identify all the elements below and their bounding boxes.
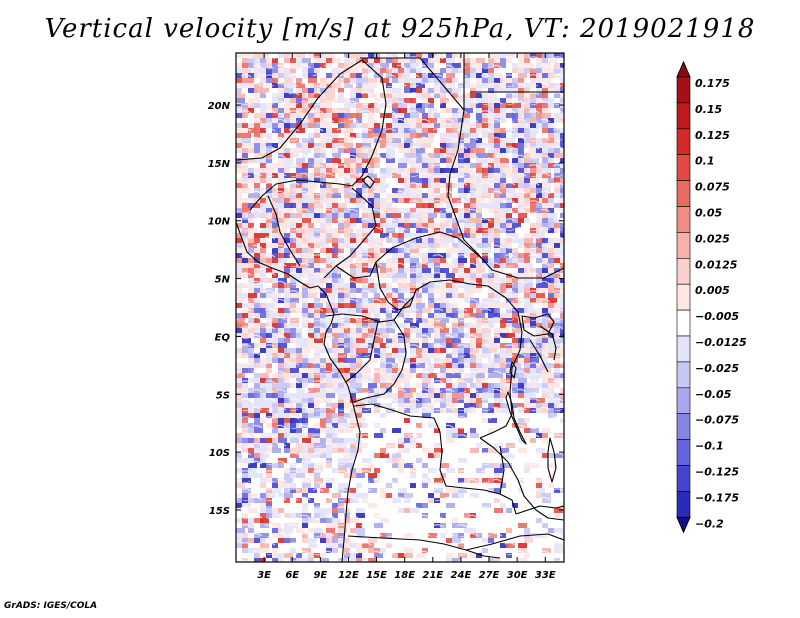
colorbar-label: 0.0125 <box>695 258 738 271</box>
y-tick-label: 15N <box>208 159 231 170</box>
y-tick-label: 10S <box>209 448 230 459</box>
y-tick-label: EQ <box>215 332 231 343</box>
colorbar-label: 0.1 <box>695 155 715 168</box>
colorbar-swatch <box>676 102 691 130</box>
colorbar-label: −0.2 <box>695 517 724 530</box>
country-borders <box>236 53 564 562</box>
coastline-west-africa <box>236 221 361 562</box>
border-congo <box>325 295 415 403</box>
colorbar-swatch <box>676 76 691 104</box>
x-tick-label: 27E <box>479 570 500 581</box>
x-tick-label: 3E <box>257 570 271 581</box>
colorbar-label: −0.1 <box>695 440 724 453</box>
colorbar-label: 0.125 <box>695 129 730 142</box>
colorbar-label: −0.125 <box>695 466 739 479</box>
colorbar-label: 0.025 <box>695 232 730 245</box>
colorbar-swatch <box>676 491 691 518</box>
colorbar-swatch <box>676 413 691 440</box>
colorbar-swatch <box>676 309 691 337</box>
x-tick-label: 9E <box>313 570 327 581</box>
colorbar-swatch <box>676 439 691 466</box>
colorbar-swatch <box>676 283 691 311</box>
colorbar-max-arrow <box>676 60 691 78</box>
x-tick-label: 18E <box>394 570 415 581</box>
map-plot-area: 3E 6E 9E 12E 15E 18E 21E 24E 27E 30E 33E 20N 15N 10N… <box>208 52 565 581</box>
grads-credit: GrADS: IGES/COLA <box>4 601 98 611</box>
chart-title: Vertical velocity [m/s] at 925hPa, VT: 2… <box>44 14 756 44</box>
colorbar-label: −0.05 <box>695 388 732 401</box>
border-sahel <box>236 59 387 211</box>
colorbar-label: −0.005 <box>695 310 739 323</box>
colorbar-swatch <box>676 257 691 285</box>
colorbar-label: 0.05 <box>695 207 722 220</box>
lake-chad <box>361 175 375 189</box>
colorbar-swatch <box>676 361 691 389</box>
colorbar-label: −0.025 <box>695 362 739 375</box>
border-libya <box>463 53 564 110</box>
y-tick-label: 15S <box>209 506 230 517</box>
y-tick-label: 10N <box>208 217 231 228</box>
colorbar-swatch <box>676 232 691 259</box>
colorbar-swatch <box>676 335 691 363</box>
y-axis: 20N 15N 10N 5N EQ 5S 10S 15S <box>208 101 564 517</box>
lake-kivu <box>509 361 517 379</box>
x-axis: 3E 6E 9E 12E 15E 18E 21E 24E 27E 30E 33E <box>257 53 556 581</box>
y-tick-label: 20N <box>208 101 231 112</box>
border-cameroon-car <box>335 231 489 311</box>
colorbar-min-arrow <box>676 516 691 534</box>
x-tick-label: 30E <box>507 570 528 581</box>
y-tick-label: 5S <box>216 390 230 401</box>
border-angola <box>347 403 517 559</box>
x-tick-label: 12E <box>338 570 359 581</box>
colorbar-swatch <box>676 206 691 233</box>
x-tick-label: 6E <box>285 570 299 581</box>
colorbar-label: −0.075 <box>695 414 739 427</box>
colorbar: 0.175 0.15 0.125 0.1 0.075 0.05 0.025 0.0125 0.0… <box>676 60 747 534</box>
colorbar-label: −0.175 <box>695 491 739 504</box>
colorbar-label: 0.005 <box>695 284 730 297</box>
lake-victoria <box>521 313 555 337</box>
colorbar-label: 0.175 <box>695 77 730 90</box>
border-southeast <box>465 505 564 551</box>
border-zambia <box>479 437 564 521</box>
colorbar-label: −0.0125 <box>695 336 747 349</box>
colorbar-label: 0.075 <box>695 181 730 194</box>
colorbar-swatch <box>676 154 691 181</box>
x-tick-label: 21E <box>422 570 443 581</box>
colorbar-swatch <box>676 465 691 492</box>
colorbar-label: 0.15 <box>695 103 722 116</box>
x-tick-label: 24E <box>451 570 472 581</box>
lake-malawi <box>547 437 557 483</box>
plot-frame <box>235 52 565 563</box>
east-coast-fragment <box>529 325 557 373</box>
lake-tanganyika <box>505 391 527 445</box>
x-tick-label: 15E <box>366 570 387 581</box>
x-tick-label: 33E <box>535 570 556 581</box>
colorbar-swatch <box>676 180 691 207</box>
colorbar-swatch <box>676 387 691 414</box>
colorbar-swatch <box>676 128 691 156</box>
border-drc-east <box>479 285 523 439</box>
y-tick-label: 5N <box>215 275 231 286</box>
